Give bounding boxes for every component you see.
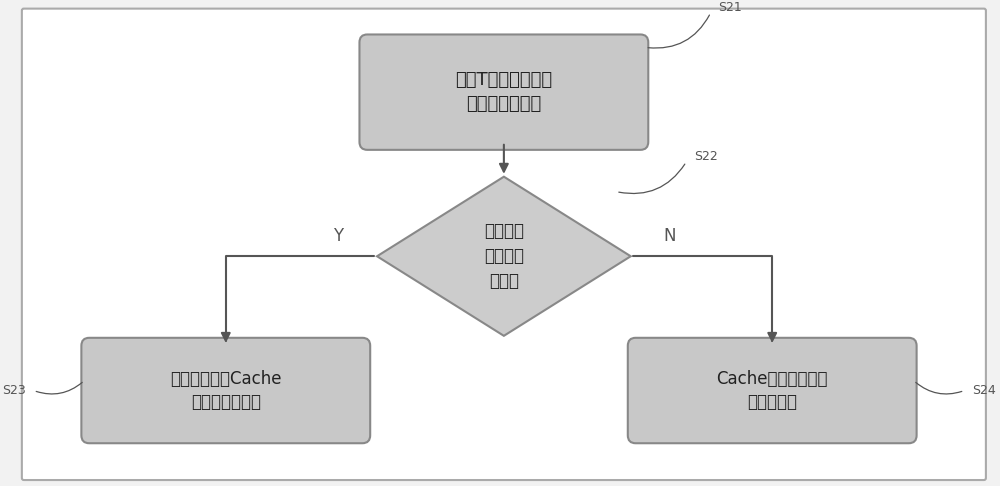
- Text: N: N: [664, 227, 676, 245]
- Text: 每隔T秒对每个阵列
的流量进行检测: 每隔T秒对每个阵列 的流量进行检测: [455, 71, 552, 113]
- FancyBboxPatch shape: [22, 9, 986, 480]
- Polygon shape: [377, 177, 631, 336]
- Text: 判断阵列
上是否有
读流量: 判断阵列 上是否有 读流量: [484, 222, 524, 290]
- Text: S23: S23: [2, 384, 26, 397]
- Text: S21: S21: [719, 1, 742, 14]
- Text: S24: S24: [972, 384, 996, 397]
- FancyBboxPatch shape: [359, 35, 648, 150]
- FancyBboxPatch shape: [628, 338, 917, 443]
- Text: 进入动态调整Cache
刷新参数的流程: 进入动态调整Cache 刷新参数的流程: [170, 370, 282, 411]
- Text: S22: S22: [694, 150, 718, 163]
- Text: Cache刷新参数都恢
复成默认値: Cache刷新参数都恢 复成默认値: [716, 370, 828, 411]
- FancyBboxPatch shape: [81, 338, 370, 443]
- Text: Y: Y: [333, 227, 343, 245]
